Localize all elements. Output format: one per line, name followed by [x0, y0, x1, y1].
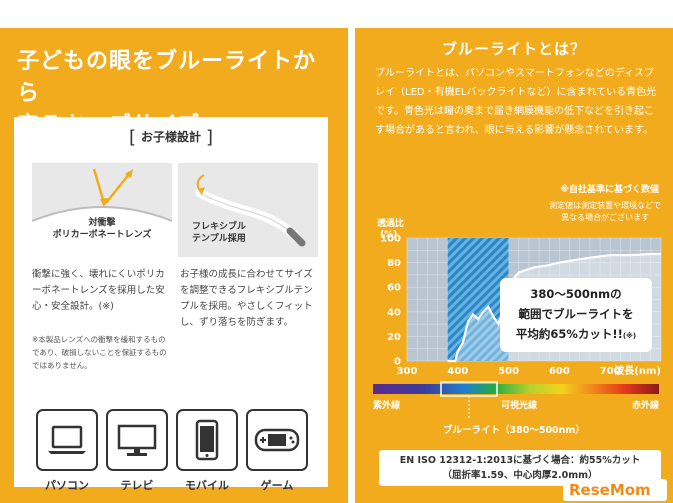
y-axis-unit: (%) [380, 230, 397, 240]
standard-note: ※自社基準に基づく数値 [560, 185, 659, 195]
x-tick-labels: 300 400 500 600 700 [397, 366, 621, 377]
callout-mark: (※) [622, 332, 637, 340]
device-pc: パソコン [36, 409, 98, 493]
device-label: テレビ [120, 479, 154, 492]
bluelight-title: ブルーライトとは？ [441, 40, 586, 58]
visible-label: 可視光線 [501, 401, 538, 411]
uv-label: 紫外線 [373, 401, 401, 411]
left-panel: 子どもの眼をブルーライトから 守るキッズサイズ [お子様設計] 対衝撃 ポリカー… [0, 28, 348, 503]
device-label: モバイル [185, 479, 229, 492]
callout-line2: 範囲でブルーライトを [518, 307, 634, 321]
transmittance-chart: 0 20 40 60 80 100 300 400 500 600 700 透過比 (%) 波長(… [373, 217, 662, 420]
x-tick-label: 300 [397, 366, 418, 377]
ir-label: 赤外線 [631, 401, 659, 411]
device-tv: テレビ [106, 409, 168, 493]
feature1-caption: 対衝撃 ポリカーボネートレンズ [52, 218, 152, 240]
y-tick-label: 60 [387, 283, 401, 294]
feature1-note: ※本製品レンズへの衝撃を緩和するものであり、破損しないことを保証するものではあり… [32, 335, 167, 370]
bracket-close: ] [206, 127, 214, 148]
x-tick-label: 500 [498, 366, 519, 377]
x-tick-label: 400 [447, 366, 468, 377]
feature2-text: お子様の成長に合わせてサイズを調整できるフレキシブルテンプルを採用。やさしくフィ… [180, 269, 313, 328]
spectrum-labels: 紫外線 可視光線 赤外線 [355, 398, 673, 412]
device-mobile: モバイル [176, 409, 238, 493]
callout-line3: 平均約65%カット!!(※) [508, 324, 644, 346]
x-axis-label: 波長(nm) [614, 364, 661, 377]
x-tick-label: 700 [600, 366, 621, 377]
device-game: ゲーム [246, 409, 308, 493]
right-panel: ブルーライトとは？ ブルーライトとは、パソコンやスマートフォンなどのディスプレイ… [355, 28, 673, 503]
bracket-open: [ [128, 127, 136, 148]
game-icon [246, 409, 308, 471]
y-axis-label: 透過比 [377, 217, 404, 229]
bluelight-band [447, 238, 509, 361]
mobile-icon [176, 409, 238, 471]
y-tick-label: 100 [380, 234, 401, 245]
callout-line3-text: 平均約65%カット!! [515, 327, 623, 341]
lens-impact-icon [32, 168, 172, 257]
feature2-caption: フレキシブル テンプル採用 [192, 222, 247, 244]
y-tick-label: 80 [387, 258, 401, 269]
measurement-note: 測定値は測定装置や環境などで 異なる場合がございます [549, 201, 661, 222]
device-label: パソコン [45, 479, 89, 492]
temple-icon [195, 174, 306, 247]
feature-card: [お子様設計] 対衝撃 ポリカーボネートレンズ フレキシブ [14, 117, 328, 492]
bluelight-range-label: ブルーライト（380〜500nm） [443, 425, 585, 436]
y-tick-label: 0 [394, 357, 401, 368]
x-tick-label: 600 [549, 366, 570, 377]
tv-icon [106, 409, 168, 471]
feature1-text: 衝撃に強く、壊れにくいポリカーボネートレンズを採用した安心・安全設計。(※) [32, 269, 165, 312]
device-label: ゲーム [260, 479, 294, 492]
bluelight-description: ブルーライトとは、パソコンやスマートフォンなどのディスプレイ（LED・有機ELバ… [375, 68, 657, 136]
y-tick-label: 20 [387, 332, 401, 343]
card-heading-text: お子様設計 [140, 130, 201, 144]
cut-rate-callout: 380〜500nmの 範囲でブルーライトを 平均約65%カット!!(※) [500, 278, 652, 352]
laptop-icon [36, 409, 98, 471]
y-tick-label: 40 [387, 307, 401, 318]
y-tick-labels: 0 20 40 60 80 100 [380, 234, 401, 368]
lens-impact-illustration: 対衝撃 ポリカーボネートレンズ [32, 163, 172, 257]
spectrum-bar [373, 384, 659, 394]
callout-line1: 380〜500nmの [530, 287, 622, 301]
device-list: パソコン テレビ モバイル ゲーム [32, 409, 312, 492]
flexible-temple-illustration: フレキシブル テンプル採用 [178, 163, 318, 257]
resemom-logo: ReseMom [563, 479, 667, 501]
card-heading: [ お子様設計] [14, 127, 328, 148]
